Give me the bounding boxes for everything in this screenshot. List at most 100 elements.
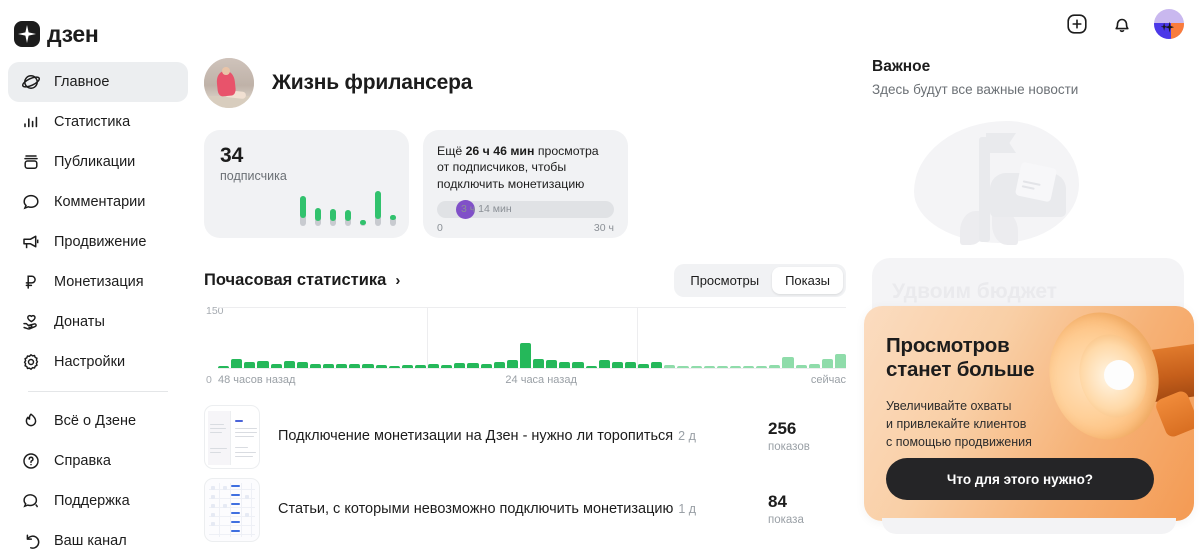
primary-nav: Главное Статистика bbox=[0, 62, 196, 555]
chart-bar[interactable] bbox=[401, 364, 413, 368]
hand-heart-icon bbox=[20, 312, 41, 333]
dzen-star-icon bbox=[14, 21, 40, 47]
sidebar-item-statistika[interactable]: Статистика bbox=[8, 102, 188, 142]
tab-prosmotry[interactable]: Просмотры bbox=[690, 273, 760, 288]
chart-bar[interactable] bbox=[664, 365, 676, 368]
chart-bar[interactable] bbox=[559, 362, 571, 368]
chart-bar[interactable] bbox=[362, 364, 374, 368]
chart-bar[interactable] bbox=[349, 364, 361, 368]
sidebar-item-spravka[interactable]: Справка bbox=[8, 441, 188, 481]
list-item[interactable]: Статьи, с которыми невозможно подключить… bbox=[204, 473, 846, 546]
article-title: Подключение монетизации на Дзен - нужно … bbox=[278, 427, 750, 446]
hourly-stats-link[interactable]: Почасовая статистика › bbox=[204, 271, 400, 290]
chart-bar[interactable] bbox=[533, 359, 545, 368]
megaphone-illustration bbox=[1030, 306, 1194, 458]
sidebar-item-label: Всё о Дзене bbox=[54, 413, 137, 429]
sidebar-item-label: Публикации bbox=[54, 154, 136, 170]
chart-bar[interactable] bbox=[218, 366, 230, 368]
promo-banner[interactable]: Просмотров станет больше Увеличивайте ох… bbox=[864, 306, 1194, 521]
monetization-progress-bar: 3 ч 14 мин bbox=[437, 200, 614, 220]
chart-bar[interactable] bbox=[309, 364, 321, 368]
article-stats: 84 показа bbox=[768, 492, 846, 526]
article-title-text: Статьи, с которыми невозможно подключить… bbox=[278, 501, 674, 518]
tab-pokazy[interactable]: Показы bbox=[772, 267, 843, 294]
chart-bar[interactable] bbox=[598, 359, 610, 368]
chart-bar[interactable] bbox=[244, 361, 256, 368]
avatar[interactable] bbox=[1154, 9, 1184, 39]
sidebar-item-donaty[interactable]: Донаты bbox=[8, 302, 188, 342]
promo-body-line3: с помощью продвижения bbox=[886, 434, 1032, 449]
chart-bar[interactable] bbox=[651, 362, 663, 368]
bell-icon[interactable] bbox=[1109, 11, 1135, 37]
chart-bar[interactable] bbox=[296, 361, 308, 368]
chart-bar[interactable] bbox=[231, 359, 243, 368]
chart-bar[interactable] bbox=[388, 366, 400, 368]
chart-bar[interactable] bbox=[480, 363, 492, 368]
sidebar-item-podderzhka[interactable]: Поддержка bbox=[8, 481, 188, 521]
sidebar-item-publikacii[interactable]: Публикации bbox=[8, 142, 188, 182]
chart-bar[interactable] bbox=[336, 364, 348, 368]
right-rail: Важное Здесь будут все важные новости Уд… bbox=[864, 58, 1194, 534]
chart-bar[interactable] bbox=[375, 364, 387, 368]
sidebar-item-label: Поддержка bbox=[54, 493, 130, 509]
monetization-progress-card[interactable]: Ещё 26 ч 46 мин просмотра от подписчиков… bbox=[423, 130, 628, 238]
sidebar-item-nastroyki[interactable]: Настройки bbox=[8, 342, 188, 382]
channel-avatar[interactable] bbox=[204, 58, 254, 108]
chart-bars bbox=[218, 308, 846, 368]
chart-bar[interactable] bbox=[756, 365, 768, 368]
sidebar-item-kommentarii[interactable]: Комментарии bbox=[8, 182, 188, 222]
chart-bar[interactable] bbox=[454, 363, 466, 368]
chart-bar[interactable] bbox=[716, 366, 728, 368]
promo-cta-button[interactable]: Что для этого нужно? bbox=[886, 458, 1154, 500]
chart-bar[interactable] bbox=[729, 366, 741, 368]
chart-bar[interactable] bbox=[572, 361, 584, 368]
sidebar-item-monetizaciya[interactable]: Монетизация bbox=[8, 262, 188, 302]
chart-bar[interactable] bbox=[782, 357, 794, 368]
chart-bar[interactable] bbox=[546, 360, 558, 368]
chart-bar[interactable] bbox=[677, 365, 689, 368]
chart-bar[interactable] bbox=[808, 363, 820, 368]
chart-bar[interactable] bbox=[690, 365, 702, 368]
chart-bar[interactable] bbox=[506, 360, 518, 368]
chart-bar[interactable] bbox=[834, 354, 846, 368]
chart-bar[interactable] bbox=[638, 363, 650, 368]
sidebar-item-glavnoe[interactable]: Главное bbox=[8, 62, 188, 102]
plus-circle-icon[interactable] bbox=[1064, 11, 1090, 37]
subscribers-card[interactable]: 34 подписчика bbox=[204, 130, 409, 238]
chart-bar[interactable] bbox=[611, 361, 623, 368]
sidebar: дзен Главное bbox=[0, 0, 196, 555]
important-section-subtitle: Здесь будут все важные новости bbox=[872, 82, 1079, 97]
chart-bar[interactable] bbox=[428, 364, 440, 368]
back-arrow-icon bbox=[20, 531, 41, 552]
chart-bar[interactable] bbox=[414, 364, 426, 368]
chart-bar[interactable] bbox=[624, 362, 636, 368]
article-count: 256 bbox=[768, 419, 797, 439]
sidebar-item-prodvizhenie[interactable]: Продвижение bbox=[8, 222, 188, 262]
sidebar-item-vsyo-o-dzene[interactable]: Всё о Дзене bbox=[8, 401, 188, 441]
brand-logo[interactable]: дзен bbox=[0, 0, 196, 54]
chart-bar[interactable] bbox=[441, 365, 453, 368]
promo-stack-shadow bbox=[882, 518, 1176, 534]
chart-bar[interactable] bbox=[743, 366, 755, 368]
sidebar-item-vash-kanal[interactable]: Ваш канал bbox=[8, 521, 188, 555]
x-tick-now: сейчас bbox=[810, 374, 846, 386]
chart-plot-area bbox=[218, 307, 846, 369]
chart-bar[interactable] bbox=[257, 360, 269, 368]
chart-bar[interactable] bbox=[703, 366, 715, 368]
chart-bar[interactable] bbox=[795, 365, 807, 368]
chart-bar[interactable] bbox=[519, 343, 531, 368]
ruble-icon bbox=[20, 272, 41, 293]
chart-bar[interactable] bbox=[821, 359, 833, 368]
chart-bar[interactable] bbox=[585, 366, 597, 368]
article-stats: 256 показов bbox=[768, 419, 846, 452]
article-count-label: показа bbox=[768, 513, 804, 526]
chart-bar[interactable] bbox=[769, 364, 781, 368]
chart-bar[interactable] bbox=[493, 362, 505, 368]
monetization-amount: 26 ч 46 мин bbox=[465, 144, 535, 158]
chart-bar[interactable] bbox=[270, 363, 282, 368]
avatar-small-star-icon bbox=[1160, 22, 1168, 31]
chart-bar[interactable] bbox=[467, 362, 479, 368]
list-item[interactable]: Подключение монетизации на Дзен - нужно … bbox=[204, 400, 846, 473]
chart-bar[interactable] bbox=[323, 364, 335, 368]
chart-bar[interactable] bbox=[283, 361, 295, 368]
